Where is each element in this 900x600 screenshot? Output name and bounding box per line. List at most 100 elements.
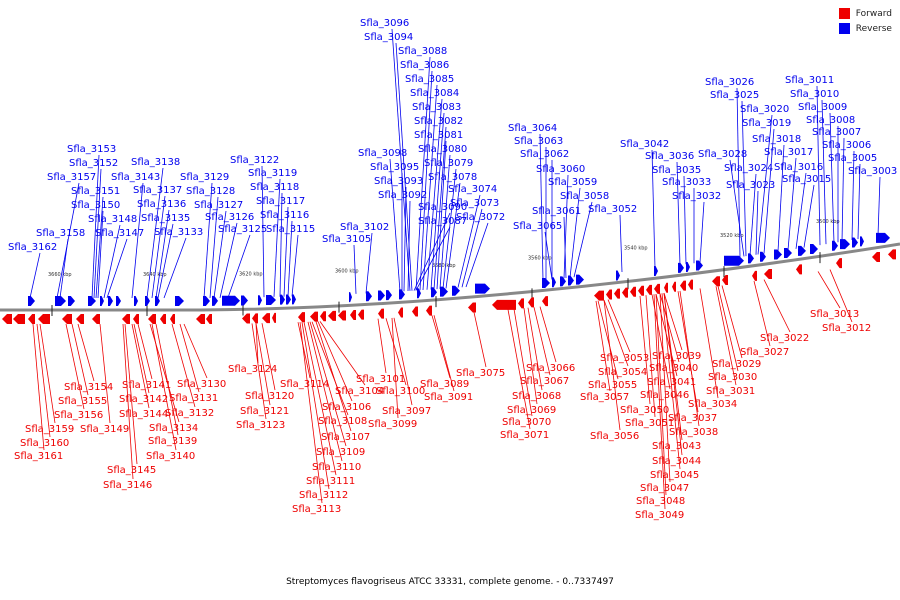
reverse-gene-label: Sfla_3064: [508, 123, 557, 134]
forward-gene-label: Sfla_3055: [588, 380, 637, 391]
reverse-gene-arrow: [678, 262, 684, 273]
forward-gene-arrow: [606, 289, 612, 300]
forward-gene-arrow: [133, 314, 139, 324]
forward-gene-arrow: [122, 314, 130, 324]
reverse-gene-arrow: [292, 294, 296, 305]
reverse-gene-arrow: [552, 277, 556, 288]
reverse-gene-arrow: [68, 296, 75, 306]
forward-leader-line: [77, 323, 95, 382]
forward-gene-label: Sfla_3123: [236, 420, 285, 431]
forward-leader-line: [255, 323, 259, 364]
forward-leader-line: [299, 322, 323, 504]
reverse-gene-label: Sfla_3026: [705, 77, 754, 88]
reverse-gene-label: Sfla_3122: [230, 155, 279, 166]
forward-leader-line: [663, 292, 683, 351]
reverse-gene-label: Sfla_3117: [256, 196, 305, 207]
reverse-leader-line: [755, 190, 759, 255]
forward-gene-label: Sfla_3027: [740, 347, 789, 358]
reverse-leader-line: [131, 182, 144, 299]
reverse-gene-label: Sfla_3079: [424, 158, 473, 169]
forward-gene-arrow: [722, 275, 728, 286]
reverse-gene-label: Sfla_3016: [774, 162, 823, 173]
forward-gene-label: Sfla_3154: [64, 382, 113, 393]
forward-gene-label: Sfla_3057: [580, 392, 629, 403]
forward-gene-arrow: [358, 309, 364, 320]
reverse-gene-arrow: [145, 296, 150, 306]
forward-gene-arrow: [148, 314, 156, 324]
reverse-gene-arrow: [852, 237, 858, 248]
forward-leader-line: [32, 323, 45, 451]
reverse-gene-label: Sfla_3009: [798, 102, 847, 113]
forward-leader-line: [539, 306, 557, 363]
reverse-gene-arrow: [134, 296, 138, 306]
reverse-gene-label: Sfla_3095: [370, 162, 419, 173]
reverse-gene-label: Sfla_3074: [448, 184, 497, 195]
reverse-leader-line: [461, 208, 483, 288]
forward-leader-line: [251, 323, 267, 420]
forward-gene-arrow: [320, 311, 326, 322]
reverse-gene-label: Sfla_3032: [672, 191, 721, 202]
forward-gene-arrow: [426, 305, 432, 316]
forward-gene-label: Sfla_3113: [292, 504, 341, 515]
forward-leader-line: [309, 321, 347, 447]
reverse-leader-line: [442, 168, 457, 289]
forward-leader-line: [149, 323, 180, 423]
reverse-gene-label: Sfla_3015: [782, 174, 831, 185]
reverse-gene-label: Sfla_3119: [248, 168, 297, 179]
forward-leader-line: [307, 321, 343, 462]
reverse-gene-label: Sfla_3017: [764, 147, 813, 158]
reverse-leader-line: [415, 226, 451, 291]
reverse-leader-line: [877, 176, 881, 236]
legend: Forward Reverse: [838, 8, 892, 38]
reverse-gene-arrow: [280, 294, 285, 305]
forward-gene-arrow: [630, 286, 636, 297]
forward-leader-line: [183, 323, 208, 379]
forward-leader-line: [36, 323, 51, 438]
reverse-leader-line: [283, 206, 289, 297]
reverse-gene-label: Sfla_3162: [8, 242, 57, 253]
reverse-gene-label: Sfla_3118: [250, 182, 299, 193]
reverse-leader-line: [821, 99, 827, 245]
forward-gene-label: Sfla_3041: [647, 377, 696, 388]
reverse-leader-line: [683, 175, 687, 265]
forward-gene-label: Sfla_3045: [650, 470, 699, 481]
reverse-gene-label: Sfla_3087: [418, 216, 467, 227]
forward-gene-label: Sfla_3038: [669, 427, 718, 438]
reverse-gene-label: Sfla_3088: [398, 46, 447, 57]
reverse-gene-label: Sfla_3061: [532, 206, 581, 217]
forward-gene-label: Sfla_3156: [54, 410, 103, 421]
reverse-gene-label: Sfla_3080: [418, 144, 467, 155]
reverse-leader-line: [353, 244, 357, 294]
reverse-gene-label: Sfla_3127: [194, 200, 243, 211]
reverse-gene-label: Sfla_3143: [111, 172, 160, 183]
reverse-gene-arrow: [108, 296, 113, 306]
legend-forward: Forward: [838, 8, 892, 19]
reverse-gene-label: Sfla_3028: [698, 149, 747, 160]
reverse-gene-arrow: [222, 295, 240, 306]
forward-gene-arrow: [412, 306, 418, 317]
forward-gene-label: Sfla_3053: [600, 353, 649, 364]
reverse-leader-line: [699, 201, 705, 263]
reverse-leader-line: [795, 172, 807, 249]
reverse-gene-label: Sfla_3096: [360, 18, 409, 29]
forward-leader-line: [124, 323, 138, 465]
reverse-gene-label: Sfla_3073: [450, 198, 499, 209]
reverse-gene-arrow: [116, 296, 121, 306]
forward-gene-label: Sfla_3108: [318, 416, 367, 427]
reverse-leader-line: [777, 144, 785, 252]
forward-gene-arrow: [712, 276, 720, 287]
reverse-gene-arrow: [774, 249, 782, 260]
forward-gene-label: Sfla_3111: [306, 476, 355, 487]
reverse-leader-line: [763, 128, 775, 254]
reverse-leader-line: [816, 85, 821, 246]
reverse-gene-label: Sfla_3081: [414, 130, 463, 141]
reverse-gene-label: Sfla_3094: [364, 32, 413, 43]
forward-gene-arrow: [638, 285, 644, 296]
forward-gene-label: Sfla_3110: [312, 462, 361, 473]
reverse-gene-label: Sfla_3007: [812, 127, 861, 138]
reverse-gene-arrow: [810, 244, 818, 255]
reverse-gene-label: Sfla_3147: [95, 228, 144, 239]
forward-leader-line: [303, 321, 337, 476]
reverse-gene-arrow: [576, 274, 584, 285]
forward-gene-label: Sfla_3149: [80, 424, 129, 435]
